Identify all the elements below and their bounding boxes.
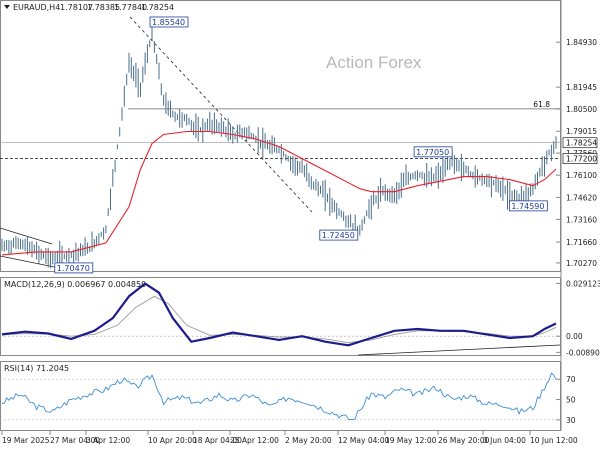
price-label: 1.85540 [152,18,185,27]
rsi-title: RSI(14) 71.2045 [4,364,69,373]
trendline-dashed [129,16,313,213]
rsi-tick-label: 70 [566,375,576,384]
price-tick-label: 1.70270 [566,259,597,268]
time-tick-label: 18 Apr 04:00 [193,436,242,445]
price-annotations: 1.85540 1.70470 1.72450 1.77050 1.74590 [54,16,548,274]
moving-average-line [1,130,557,256]
time-tick-label: 27 Mar 04:00 [50,436,100,445]
macd-series [1,282,557,347]
price-tick-label: 1.81945 [566,83,597,92]
time-tick-label: 3 Jun 04:00 [483,436,526,445]
fib-61.8-label: 61.8 [533,100,550,109]
time-tick-label: 25 Apr 12:00 [230,436,279,445]
macd-title: MACD(12,26,9) 0.006967 0.004859 [4,280,146,289]
time-tick-label: 10 Jun 12:00 [530,436,578,445]
rsi-tick-label: 50 [566,396,576,405]
level-price-tag [562,153,598,164]
macd-panel-frame [0,277,561,356]
time-tick-label: 10 Apr 20:00 [148,436,197,445]
price-tick-label: 1.79015 [566,127,597,136]
price-label: 1.70470 [57,264,90,273]
ohlc-high: 1.78385 [87,3,120,12]
price-label-box [149,16,189,28]
price-series [1,19,557,274]
macd-y-axis: 0.029123 0.00 -0.008901 [556,279,600,357]
macd-signal-line [1,295,557,344]
price-tick-label: 1.71660 [566,238,597,247]
rsi-line [1,372,557,420]
price-label-box [54,262,94,274]
price-label: 1.72450 [322,231,355,240]
price-bars [1,19,557,274]
last-price-tag-text: 1.78254 [566,139,597,148]
price-tick-label: 1.73160 [566,215,597,224]
price-label-box [319,229,359,241]
macd-line [1,282,557,347]
ohlc-close: 1.78254 [141,3,174,12]
ohlc-open: 1.78107 [60,3,93,12]
macd-tick-label: 0.029123 [566,279,600,288]
price-tick-label: 1.80500 [566,105,597,114]
price-label: 1.74590 [511,202,544,211]
time-tick-label: 26 May 20:00 [438,436,490,445]
price-tick-label: 1.74620 [566,193,597,202]
rsi-tick-label: 30 [566,416,576,425]
level-price-tag-text: 1.77200 [566,155,597,164]
watermark: Action Forex [326,53,422,72]
last-price-tag [562,137,598,149]
macd-tick-label: 0.00 [566,332,583,341]
symbol-label: EURAUD,H4 [13,3,60,12]
price-tick-label: 1.84930 [566,38,597,47]
time-tick-label: 2 May 20:00 [285,436,332,445]
price-y-axis: 1.849301.819451.805001.790151.775601.761… [556,38,597,268]
triangle-down-icon[interactable] [4,5,10,9]
time-axis: 19 Mar 2025 27 Mar 04:003 Apr 12:00 10 Apr… [1,431,578,445]
ohlc-low: 1.77840 [114,3,147,12]
macd-trendline [357,344,561,356]
price-panel-frame [0,0,561,272]
rsi-y-axis: 70 50 30 [556,375,576,425]
price-label-box [413,146,453,158]
time-tick-label: 19 Mar 2025 [2,436,50,445]
rsi-series [1,372,557,420]
trendline-upper [0,227,53,245]
price-label: 1.77050 [416,148,449,157]
price-tick-label: 1.76100 [566,171,597,180]
macd-tick-label: -0.008901 [566,348,600,357]
price-label-box [508,200,548,212]
time-tick-label: 12 May 04:00 [338,436,390,445]
time-tick-label: 19 May 12:00 [385,436,437,445]
time-tick-label: 3 Apr 12:00 [86,436,130,445]
